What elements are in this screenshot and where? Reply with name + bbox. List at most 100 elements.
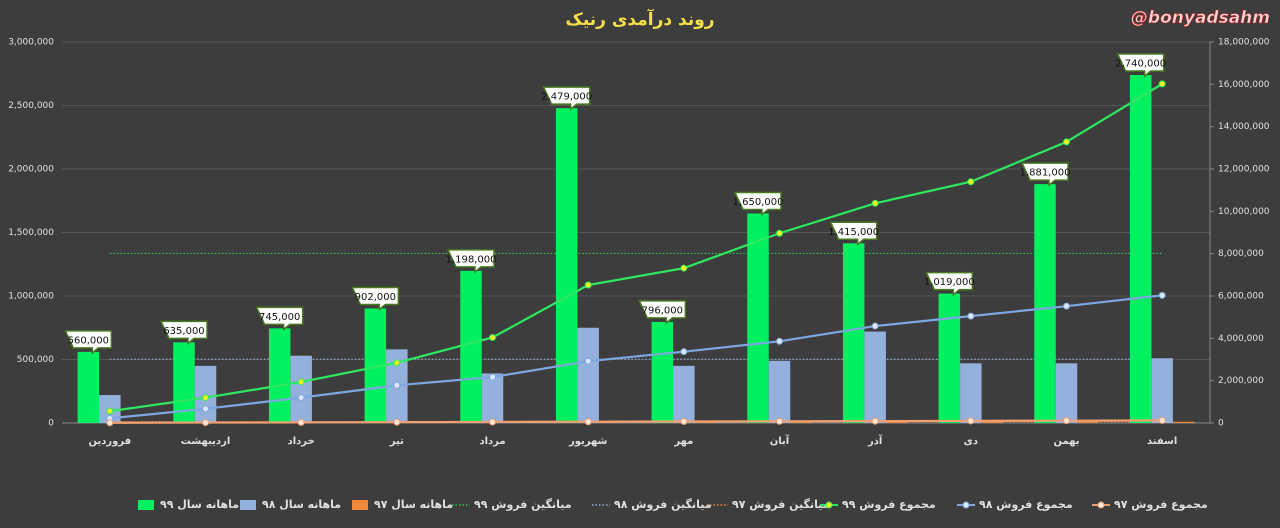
point <box>393 359 401 367</box>
x-tick-label: خرداد <box>288 436 315 447</box>
y-tick-label: 2,000,000 <box>8 165 54 175</box>
line <box>109 419 1163 424</box>
y2-tick-label: 8,000,000 <box>1218 249 1264 259</box>
chart-title: روند درآمدی رنیک <box>565 8 714 30</box>
point <box>393 418 401 426</box>
x-tick-label: اسفند <box>1147 436 1177 447</box>
bar <box>1077 421 1099 423</box>
bar <box>1055 363 1078 423</box>
legend-swatch <box>352 500 368 510</box>
point <box>489 373 496 381</box>
bar <box>1034 184 1056 423</box>
y-tick-label: 1,000,000 <box>8 292 54 302</box>
data-label-box <box>1020 162 1069 187</box>
point <box>584 418 592 426</box>
x-tick-label: آبان <box>770 434 790 447</box>
data-label: 2,740,000 <box>1115 59 1166 70</box>
point <box>1063 417 1070 425</box>
bar <box>77 351 100 423</box>
bar <box>364 308 387 423</box>
point <box>584 281 592 289</box>
data-label: 1,198,000 <box>446 254 497 265</box>
data-label: 1,650,000 <box>733 197 784 208</box>
point <box>871 322 879 330</box>
data-label-box <box>64 330 113 355</box>
data-label: 796,000 <box>642 305 683 316</box>
point <box>393 381 401 389</box>
point <box>489 333 496 341</box>
y2-tick-label: 12,000,000 <box>1218 165 1270 175</box>
data-label: 635,000 <box>163 326 204 337</box>
y2-tick-label: 6,000,000 <box>1218 292 1264 302</box>
data-label-box <box>733 191 782 217</box>
point <box>1158 416 1166 424</box>
x-tick-label: فروردین <box>89 436 132 447</box>
legend-swatch <box>825 501 833 509</box>
point <box>776 337 783 345</box>
legend-label: میانگین فروش ۹۹ <box>474 498 572 511</box>
x-tick-label: دی <box>964 436 978 447</box>
data-label-box <box>925 271 974 297</box>
y2-tick-label: 10,000,000 <box>1218 207 1270 217</box>
legend-label: مجموع فروش ۹۸ <box>979 498 1073 511</box>
y-tick-label: 2,500,000 <box>8 101 54 111</box>
x-tick-label: اردیبهشت <box>181 436 231 447</box>
legend-label: ماهانه سال ۹۹ <box>160 498 239 511</box>
legend-label: ماهانه سال ۹۷ <box>374 498 453 511</box>
bar <box>481 373 504 423</box>
point <box>680 348 688 356</box>
x-tick-label: مهر <box>673 436 693 447</box>
bar <box>747 213 769 423</box>
bar <box>1172 421 1195 423</box>
bar <box>885 421 908 423</box>
point <box>1158 291 1166 299</box>
y2-tick-label: 16,000,000 <box>1218 80 1270 90</box>
bar <box>938 293 961 423</box>
data-label: 560,000 <box>68 335 109 346</box>
y2-tick-label: 4,000,000 <box>1218 334 1264 344</box>
bar <box>960 363 982 423</box>
data-label: 1,019,000 <box>924 277 975 288</box>
bar <box>460 270 482 423</box>
bar <box>555 108 578 424</box>
x-tick-label: تیر <box>389 436 404 447</box>
point <box>680 264 688 272</box>
bar <box>842 243 865 423</box>
data-label-box <box>542 86 591 111</box>
y2-tick-label: 2,000,000 <box>1218 376 1264 386</box>
point <box>776 229 783 237</box>
point <box>106 419 114 427</box>
bar <box>1129 75 1152 424</box>
x-tick-label: بهمن <box>1053 436 1079 447</box>
bar <box>577 327 599 423</box>
point <box>297 394 305 402</box>
data-label: 1,415,000 <box>828 227 879 238</box>
y2-tick-label: 14,000,000 <box>1218 122 1270 132</box>
point <box>967 312 975 320</box>
bar <box>864 331 886 423</box>
point <box>967 178 975 186</box>
legend-label: میانگین فروش ۹۸ <box>614 498 712 511</box>
legend-swatch <box>138 500 154 510</box>
bar <box>290 355 312 423</box>
y-tick-label: 500,000 <box>17 355 54 365</box>
data-label: 745,000 <box>259 312 300 323</box>
point <box>1158 80 1166 88</box>
data-label-box <box>351 286 400 312</box>
data-label: 1,881,000 <box>1020 168 1071 179</box>
point <box>967 417 975 425</box>
legend-label: میانگین فروش ۹۷ <box>732 498 830 511</box>
y2-tick-label: 18,000,000 <box>1218 38 1270 48</box>
legend-swatch <box>240 500 256 510</box>
y-tick-label: 1,500,000 <box>8 228 54 238</box>
point <box>202 405 209 413</box>
data-label-box <box>1116 53 1165 78</box>
x-tick-label: آذر <box>867 434 883 447</box>
point <box>776 417 783 425</box>
data-label-box <box>829 221 878 246</box>
data-label: 902,000 <box>355 292 396 303</box>
bar <box>768 360 791 423</box>
bar <box>981 421 1004 423</box>
bar <box>1151 358 1173 423</box>
